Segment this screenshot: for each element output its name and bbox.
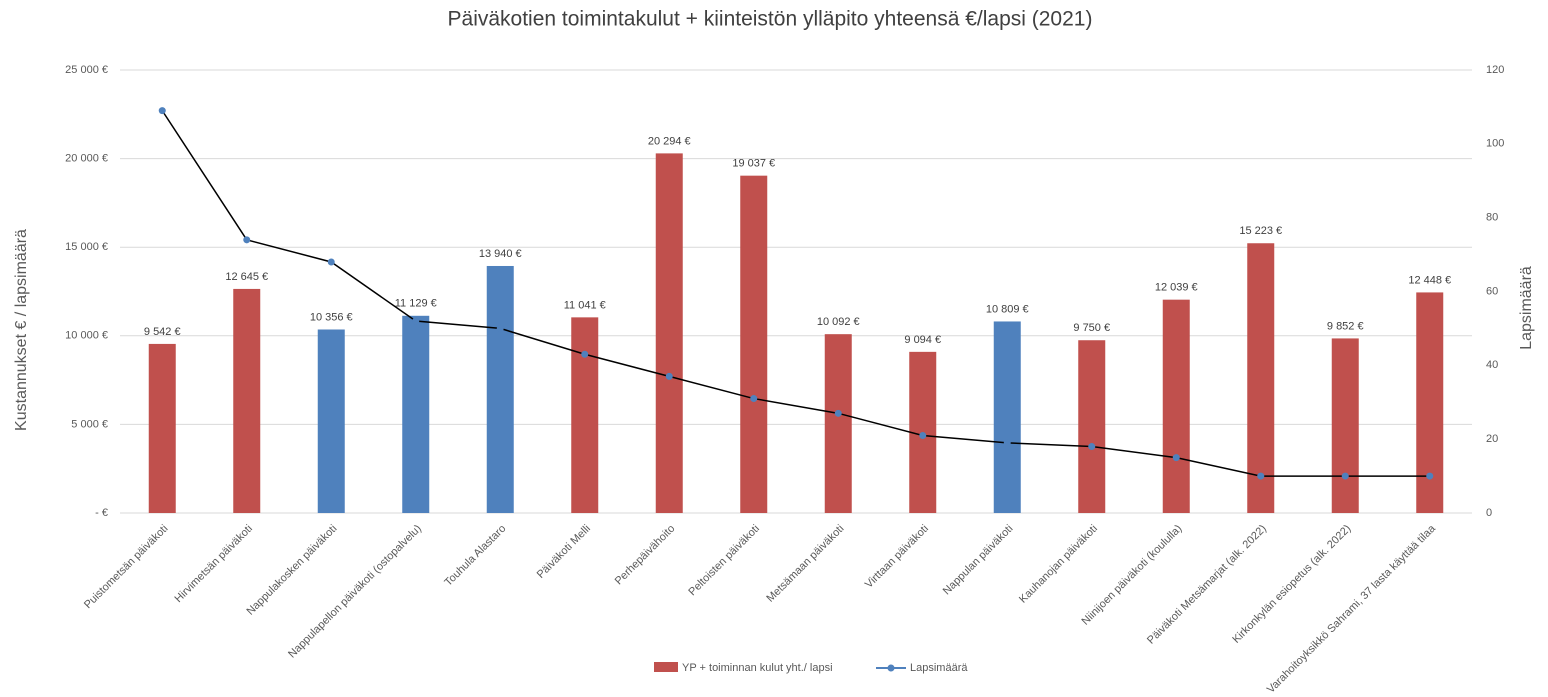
data-label: 11 041 € [564, 299, 606, 311]
bar [233, 288, 261, 513]
chart-title: Päiväkotien toimintakulut + kiinteistön … [448, 8, 1093, 31]
bar [993, 321, 1021, 513]
data-label: 10 092 € [817, 316, 860, 328]
data-label: 11 129 € [395, 298, 437, 310]
data-label: 10 809 € [986, 303, 1029, 315]
line-point [1426, 472, 1434, 480]
legend-swatch [887, 664, 895, 672]
x-tick-label: Nappulapellon päiväkoti (ostopalvelu) [286, 523, 424, 661]
x-tick-label: Kauhanojan päiväkoti [1017, 523, 1100, 606]
y-tick-label: - € [95, 507, 108, 519]
bar [655, 153, 683, 513]
y2-tick-label: 120 [1486, 64, 1504, 76]
data-label: 19 037 € [732, 158, 775, 170]
bar [824, 334, 852, 513]
line-point [1341, 472, 1349, 480]
data-label: 9 542 € [144, 326, 181, 338]
bar [571, 317, 599, 513]
line-point [834, 409, 842, 417]
x-tick-label: Puistometsän päiväkoti [82, 523, 170, 611]
line-point [665, 372, 673, 380]
data-label: 9 750 € [1073, 322, 1110, 334]
x-tick-label: Niinijoen päiväkoti (koululla) [1080, 523, 1185, 628]
data-label: 10 356 € [310, 311, 353, 323]
bar [1078, 340, 1106, 513]
y2-axis-title: Lapsimäärä [1518, 266, 1535, 350]
x-tick-label: Virttaan päiväkoti [863, 523, 931, 591]
bar [1331, 338, 1359, 513]
data-label: 20 294 € [648, 135, 691, 147]
line-point [243, 236, 251, 244]
line-point [327, 258, 335, 266]
y2-tick-label: 20 [1486, 433, 1498, 445]
line-point [1088, 443, 1096, 451]
bar [148, 343, 176, 513]
y-tick-label: 5 000 € [71, 418, 108, 430]
x-tick-label: Metsämaan päiväkoti [764, 523, 846, 605]
x-tick-label: Perhepäivähoito [613, 523, 678, 588]
x-tick-label: Touhula Alastaro [442, 523, 508, 589]
y-tick-label: 10 000 € [65, 330, 108, 342]
legend-label: Lapsimäärä [910, 662, 968, 674]
line-point [1003, 439, 1011, 447]
data-label: 9 852 € [1327, 320, 1364, 332]
y2-tick-label: 80 [1486, 212, 1498, 224]
x-tick-label: Nappulan päiväkoti [941, 523, 1016, 598]
x-tick-label: Hirvimetsän päiväkoti [173, 523, 255, 605]
y2-tick-label: 0 [1486, 507, 1492, 519]
x-tick-label: Päiväkoti Melli [535, 523, 593, 581]
bar [1247, 243, 1275, 513]
legend-swatch [654, 662, 678, 672]
line-point [919, 431, 927, 439]
y2-tick-label: 60 [1486, 285, 1498, 297]
x-tick-label: Peltoisten päiväkoti [686, 523, 762, 599]
y2-tick-label: 100 [1486, 138, 1504, 150]
data-label: 12 448 € [1408, 274, 1451, 286]
line-point [412, 317, 420, 325]
y-axis-title: Kustannukset € / lapsimäärä [13, 229, 30, 431]
bar [1416, 292, 1444, 513]
x-tick-label: Nappulakosken päiväkoti [244, 523, 339, 618]
y-tick-label: 20 000 € [65, 153, 108, 165]
data-label: 15 223 € [1239, 225, 1282, 237]
data-label: 12 039 € [1155, 282, 1198, 294]
line-point [581, 350, 589, 358]
y-tick-label: 25 000 € [65, 64, 108, 76]
bar [486, 265, 514, 513]
legend-label: YP + toiminnan kulut yht./ lapsi [682, 662, 833, 674]
data-label: 12 645 € [225, 271, 268, 283]
line-point [1257, 472, 1265, 480]
x-tick-label: Varahoitoyksikkö Sahrami, 37 lasta käytt… [1265, 522, 1439, 696]
data-label: 13 940 € [479, 248, 522, 260]
y2-tick-label: 40 [1486, 359, 1498, 371]
bar [1162, 299, 1190, 513]
line [161, 110, 1430, 477]
line-point [496, 324, 504, 332]
line-point [1172, 454, 1180, 462]
line-point [158, 107, 166, 115]
bar [740, 175, 768, 513]
bar [317, 329, 345, 513]
y-tick-label: 15 000 € [65, 241, 108, 253]
bar [402, 315, 430, 513]
data-label: 9 094 € [904, 334, 941, 346]
line-point [750, 395, 758, 403]
